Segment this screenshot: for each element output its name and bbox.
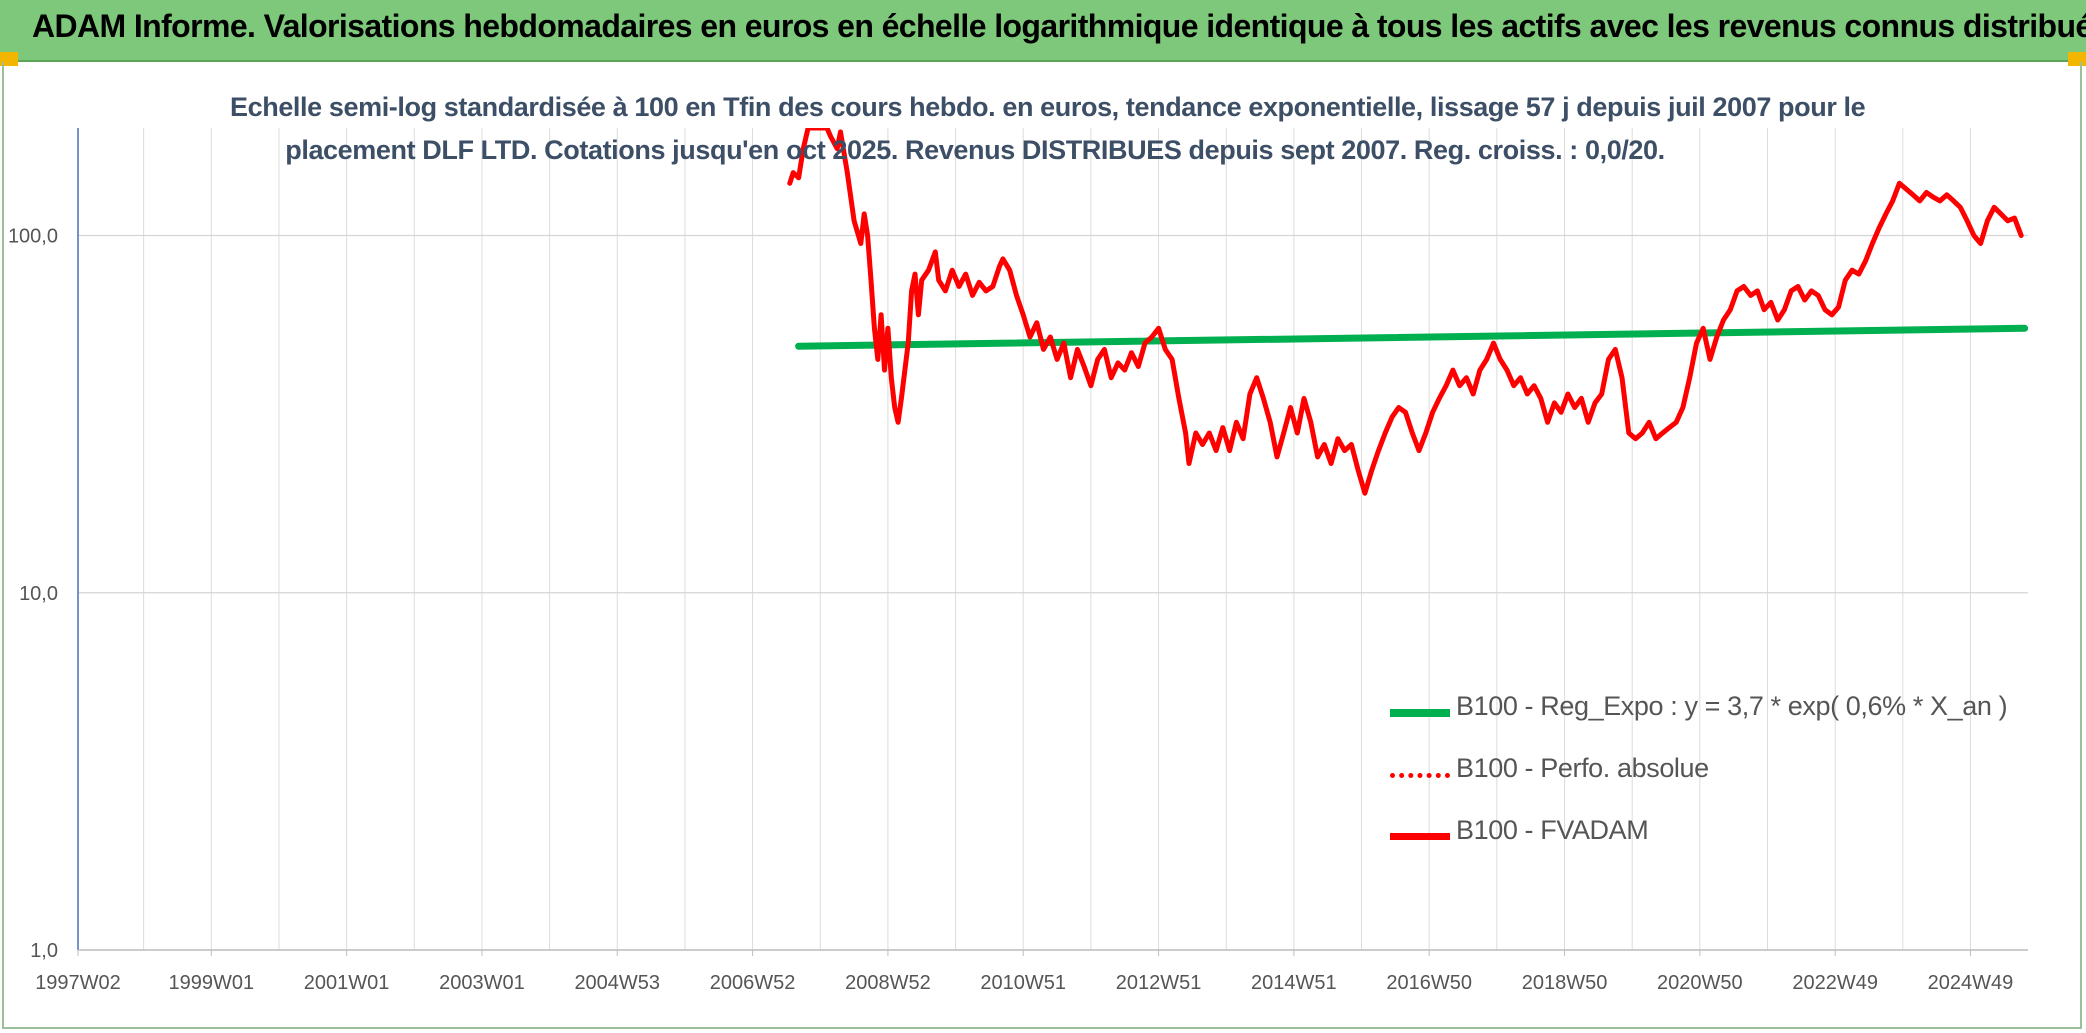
corner-marker-left xyxy=(0,52,18,66)
chart-title-line-1: Echelle semi-log standardisée à 100 en T… xyxy=(230,92,1866,122)
x-tick-label: 2022W49 xyxy=(1792,972,1878,994)
chart-title-line-2: placement DLF LTD. Cotations jusqu'en oc… xyxy=(285,135,1665,165)
x-tick-label: 2018W50 xyxy=(1522,972,1608,994)
legend-item-fvadam: B100 - FVADAM xyxy=(1390,809,2010,871)
x-tick-label: 2001W01 xyxy=(304,972,390,994)
legend-label-perfo-absolue: B100 - Perfo. absolue xyxy=(1456,753,1709,783)
x-tick-label: 1997W02 xyxy=(35,972,121,994)
legend-label-reg-expo: B100 - Reg_Expo : y = 3,7 * exp( 0,6% * … xyxy=(1456,691,2008,721)
y-tick-label: 10,0 xyxy=(19,583,58,605)
legend-item-perfo-absolue: B100 - Perfo. absolue xyxy=(1390,747,2010,809)
x-tick-label: 2006W52 xyxy=(710,972,796,994)
report-banner: ADAM Informe. Valorisations hebdomadaire… xyxy=(0,0,2086,62)
y-tick-label: 1,0 xyxy=(30,940,58,962)
chart-legend: B100 - Reg_Expo : y = 3,7 * exp( 0,6% * … xyxy=(1390,685,2010,871)
x-tick-label: 2014W51 xyxy=(1251,972,1337,994)
x-tick-label: 2012W51 xyxy=(1116,972,1202,994)
x-tick-label: 2020W50 xyxy=(1657,972,1743,994)
legend-swatch-perfo-absolue xyxy=(1390,773,1450,778)
report-title: ADAM Informe. Valorisations hebdomadaire… xyxy=(32,8,2086,44)
chart-title: Echelle semi-log standardisée à 100 en T… xyxy=(230,86,1866,172)
x-tick-label: 2003W01 xyxy=(439,972,525,994)
tick-label-layer: 1,0 10,0 100,0 1997W02 1999W01 2001W01 2003W01… xyxy=(8,226,2013,994)
legend-label-fvadam: B100 - FVADAM xyxy=(1456,815,1649,845)
x-tick-label: 2004W53 xyxy=(574,972,660,994)
x-tick-label: 1999W01 xyxy=(168,972,254,994)
legend-swatch-reg-expo xyxy=(1390,709,1450,717)
legend-item-reg-expo: B100 - Reg_Expo : y = 3,7 * exp( 0,6% * … xyxy=(1390,685,2010,747)
axis-layer xyxy=(77,128,2028,956)
legend-swatch-fvadam xyxy=(1390,833,1450,840)
series-line-2 xyxy=(787,128,2024,496)
series-layer xyxy=(787,128,2028,496)
chart-frame xyxy=(2,62,2082,1029)
x-tick-label: 2008W52 xyxy=(845,972,931,994)
x-tick-label: 2010W51 xyxy=(980,972,1066,994)
x-tick-label: 2024W49 xyxy=(1928,972,2014,994)
series-line-0 xyxy=(795,324,2028,350)
x-tick-label: 2016W50 xyxy=(1386,972,1472,994)
y-tick-label: 100,0 xyxy=(8,226,58,248)
